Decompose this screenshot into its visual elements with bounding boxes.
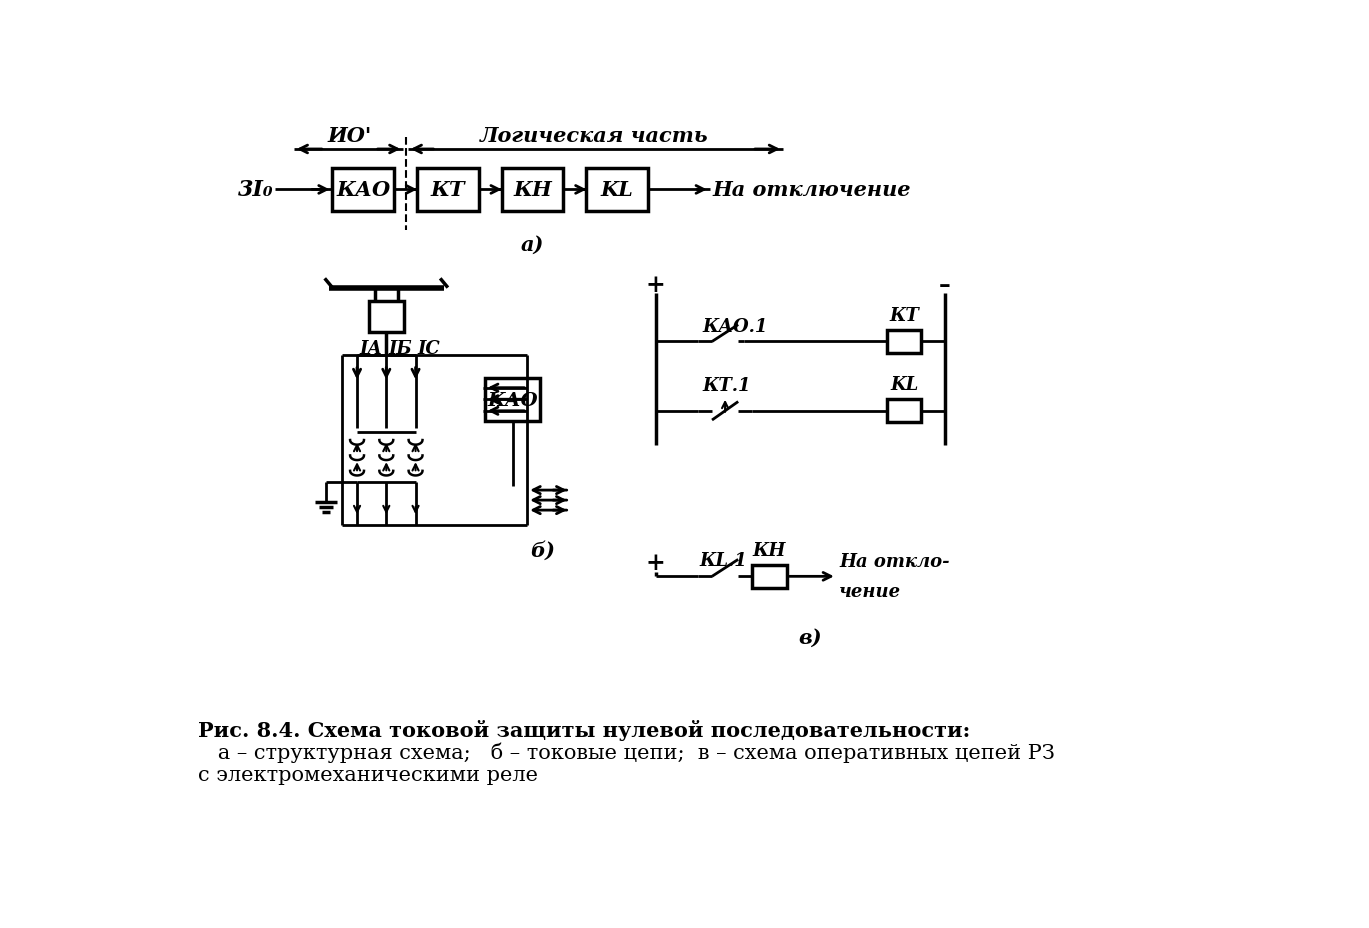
Bar [485, 379, 541, 421]
Text: КАО.1: КАО.1 [702, 318, 768, 336]
Text: –: – [939, 273, 950, 296]
Bar [752, 565, 787, 588]
Text: 3I₀: 3I₀ [237, 179, 272, 201]
Text: с электромеханическими реле: с электромеханическими реле [197, 766, 538, 784]
Text: КАО: КАО [337, 180, 390, 200]
Bar [586, 169, 648, 212]
Text: КL.1: КL.1 [700, 551, 747, 569]
Text: KL: KL [890, 376, 919, 393]
Text: +: + [646, 273, 665, 296]
Bar [333, 169, 394, 212]
Text: На отключение: На отключение [712, 180, 910, 200]
Text: КТ.1: КТ.1 [702, 377, 750, 394]
Text: КН: КН [513, 180, 552, 200]
Text: а): а) [522, 235, 545, 254]
Text: IБ: IБ [389, 340, 412, 357]
Text: чение: чение [839, 583, 901, 600]
Text: б): б) [530, 540, 554, 561]
Text: IА: IА [359, 340, 382, 357]
Text: IС: IС [418, 340, 441, 357]
Bar [502, 169, 564, 212]
Text: Логическая часть: Логическая часть [481, 126, 709, 146]
Text: ИО': ИО' [327, 126, 372, 146]
Text: Рис. 8.4. Схема токовой защиты нулевой последовательности:: Рис. 8.4. Схема токовой защиты нулевой п… [197, 719, 969, 740]
Text: в): в) [798, 626, 821, 647]
Text: На откло-: На откло- [839, 552, 950, 571]
Text: КАО: КАО [487, 392, 538, 409]
Text: +: + [646, 551, 665, 574]
Text: КН: КН [753, 541, 786, 559]
Text: КТ: КТ [890, 306, 919, 325]
Bar [370, 303, 404, 333]
Text: а – структурная схема;   б – токовые цепи;  в – схема оперативных цепей РЗ: а – структурная схема; б – токовые цепи;… [197, 742, 1054, 763]
Bar [418, 169, 479, 212]
Text: KL: KL [601, 180, 634, 200]
Bar [887, 400, 921, 423]
Text: КТ: КТ [431, 180, 465, 200]
Bar [887, 330, 921, 354]
